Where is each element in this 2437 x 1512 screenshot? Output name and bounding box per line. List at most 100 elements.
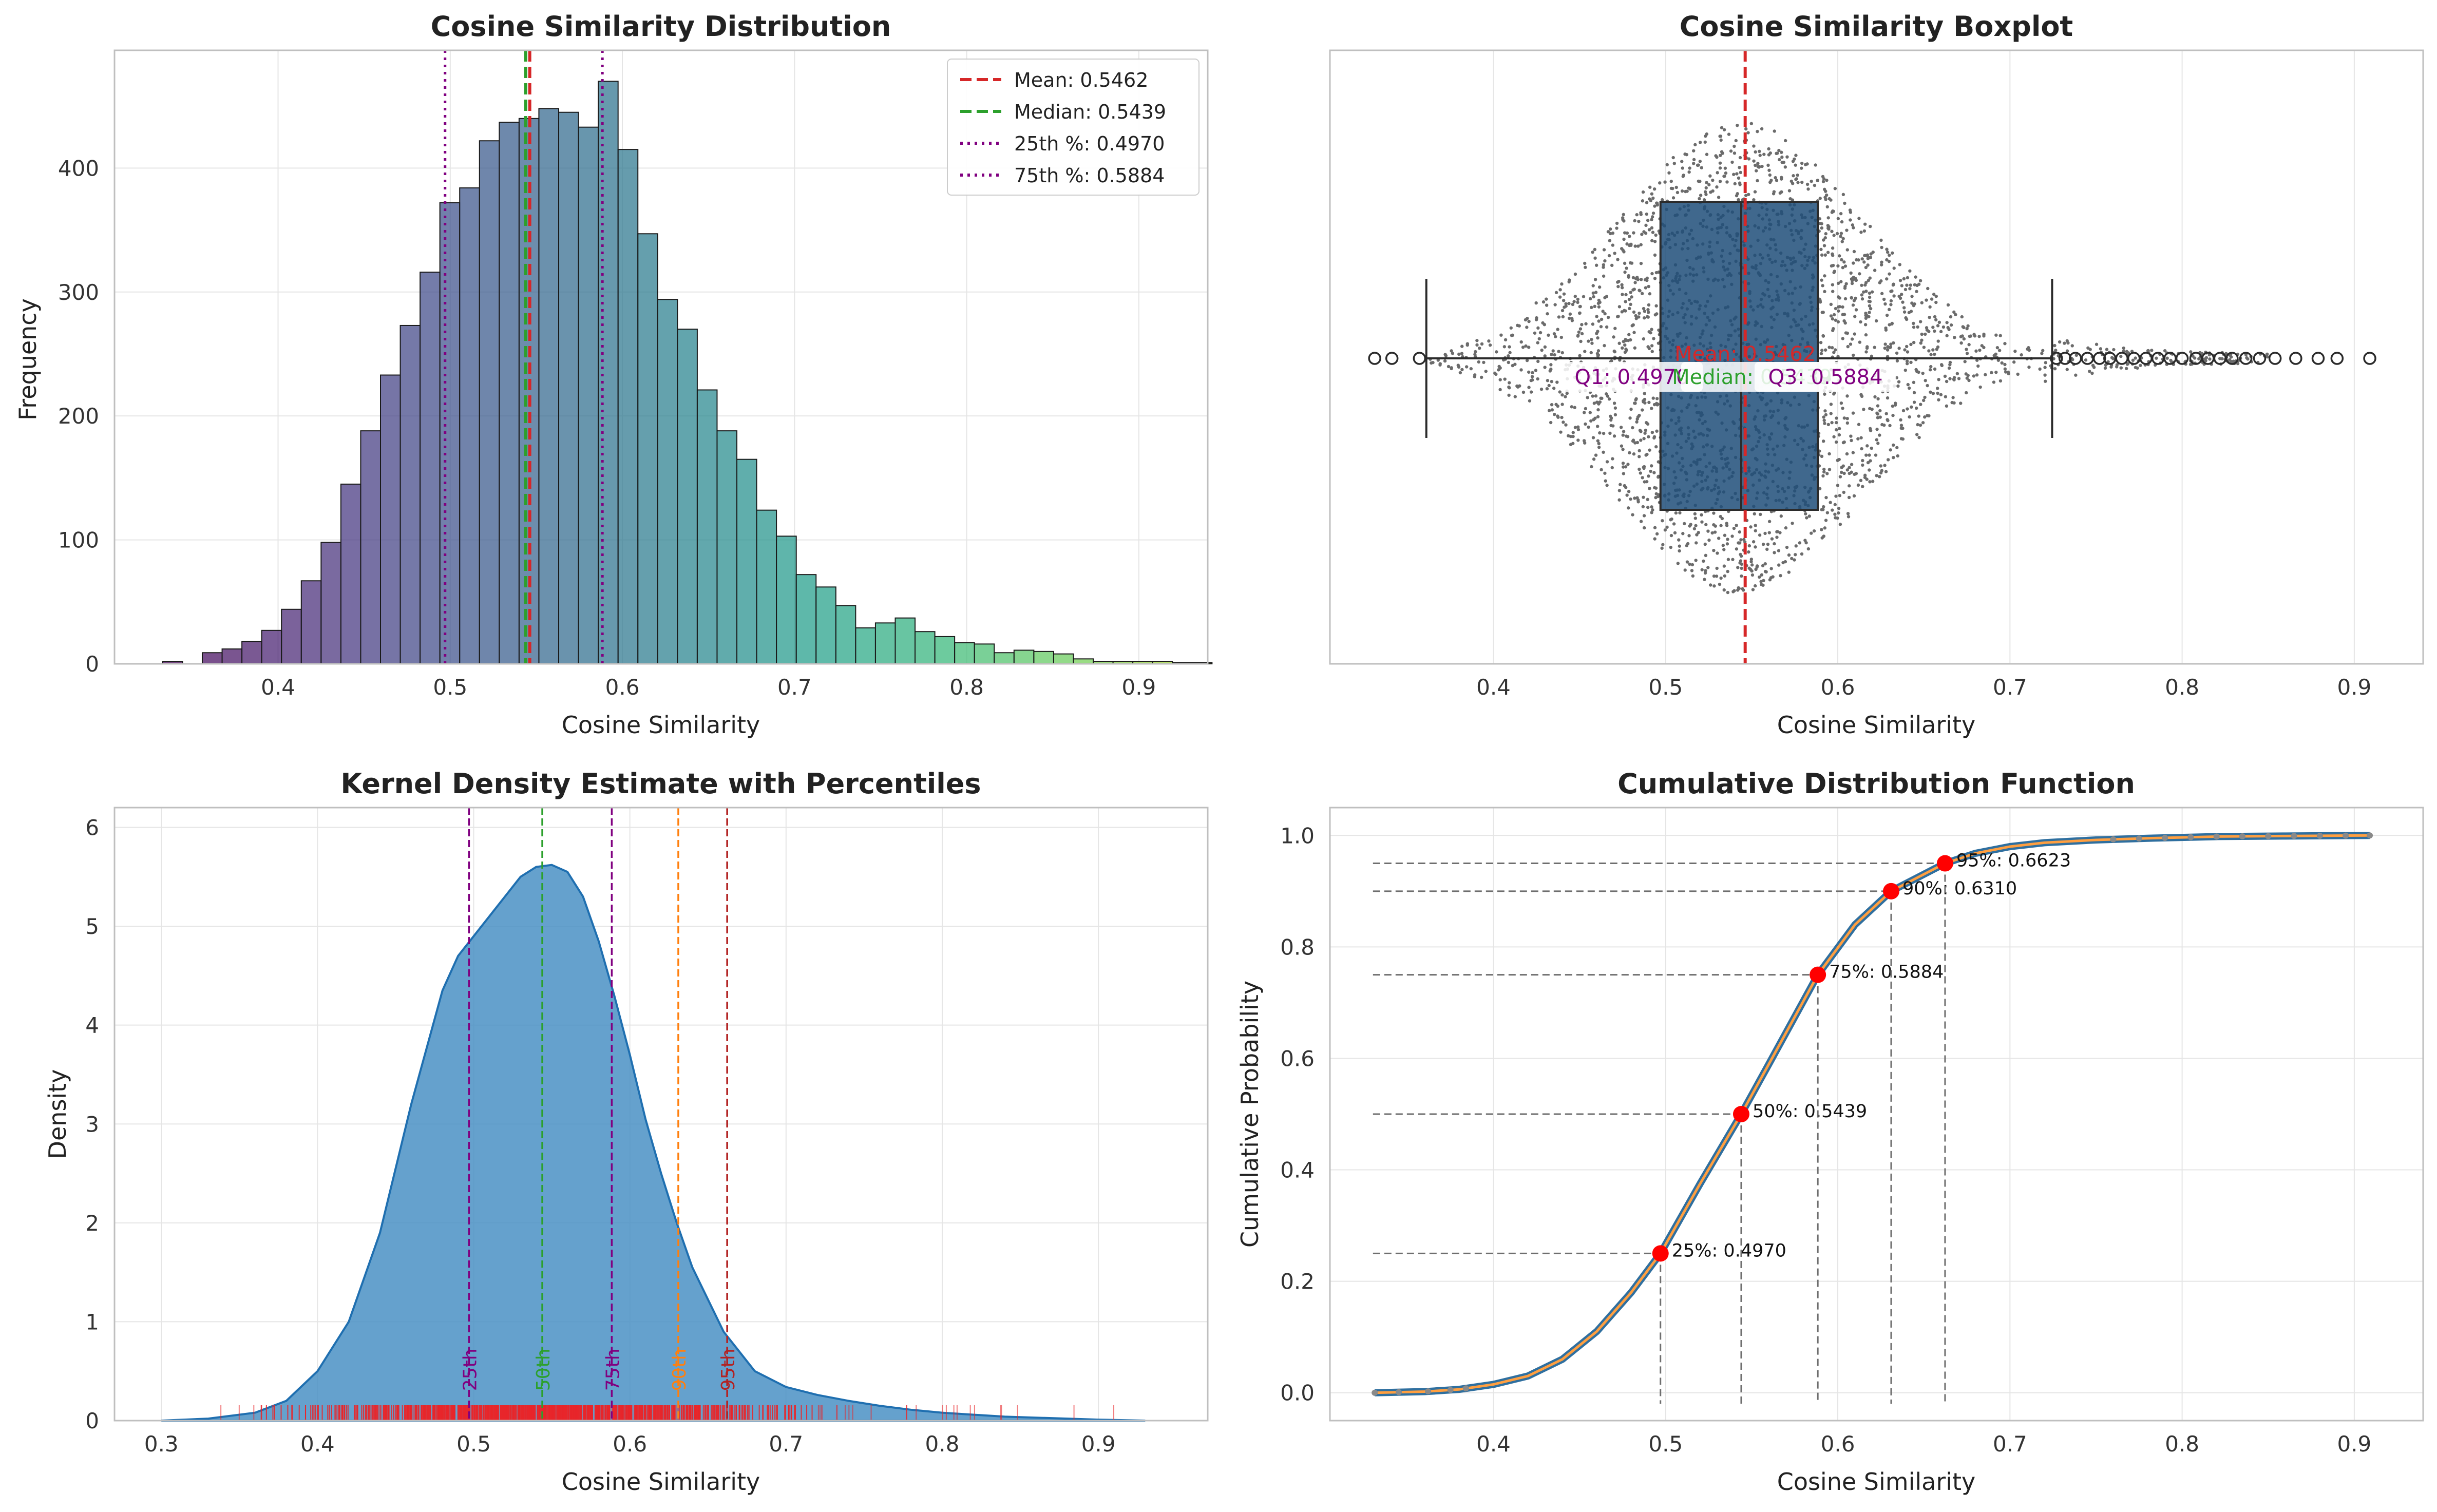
swarm-point xyxy=(1443,359,1447,363)
swarm-point xyxy=(1898,279,1902,282)
x-tick-label: 0.6 xyxy=(1821,1431,1855,1457)
swarm-point xyxy=(1631,439,1635,443)
swarm-point xyxy=(1629,338,1632,342)
histogram-bar xyxy=(835,605,856,665)
x-tick-label: 0.9 xyxy=(2337,675,2371,700)
swarm-point xyxy=(1499,333,1503,337)
swarm-point xyxy=(1732,173,1736,176)
histogram-bar xyxy=(776,535,797,664)
swarm-point xyxy=(1836,217,1840,220)
axes-border xyxy=(1329,807,2424,1422)
swarm-point xyxy=(1831,283,1835,286)
swarm-point xyxy=(1546,312,1549,316)
swarm-point xyxy=(1613,406,1617,410)
swarm-point xyxy=(1738,156,1742,160)
swarm-point xyxy=(1854,278,1858,282)
swarm-point xyxy=(2104,363,2108,367)
x-tick-label: 0.7 xyxy=(777,675,812,700)
swarm-point xyxy=(1644,223,1648,227)
swarm-point xyxy=(1556,414,1559,418)
swarm-point xyxy=(1597,305,1601,309)
y-tick-label: 6 xyxy=(85,815,99,840)
swarm-point xyxy=(1805,162,1809,166)
cdf-point xyxy=(1372,1389,1378,1396)
histogram-bar xyxy=(479,140,500,665)
swarm-point xyxy=(1846,512,1850,515)
swarm-point xyxy=(1876,442,1880,445)
swarm-point xyxy=(1513,395,1517,398)
swarm-point xyxy=(1842,416,1846,420)
outlier-marker xyxy=(1368,352,1381,365)
swarm-point xyxy=(1895,351,1899,355)
swarm-point xyxy=(1838,254,1841,258)
swarm-point xyxy=(1531,371,1534,375)
swarm-point xyxy=(1673,531,1677,535)
swarm-point xyxy=(1545,303,1549,307)
swarm-point xyxy=(1775,535,1779,539)
swarm-point xyxy=(1823,526,1827,530)
swarm-point xyxy=(1836,295,1840,299)
swarm-point xyxy=(1704,523,1708,527)
swarm-point xyxy=(1998,379,2003,383)
y-tick-label: 3 xyxy=(85,1112,99,1137)
swarm-point xyxy=(1824,413,1828,417)
swarm-point xyxy=(1625,493,1629,497)
swarm-point xyxy=(1834,307,1838,311)
swarm-point xyxy=(1623,231,1627,235)
swarm-point xyxy=(1763,531,1767,535)
swarm-point xyxy=(1529,378,1533,382)
swarm-point xyxy=(1721,151,1724,155)
swarm-point xyxy=(1651,231,1655,234)
swarm-point xyxy=(1536,377,1539,381)
swarm-point xyxy=(1820,226,1824,230)
x-tick-label: 0.5 xyxy=(1648,675,1683,700)
swarm-point xyxy=(1857,217,1861,220)
swarm-point xyxy=(1693,143,1697,147)
swarm-point xyxy=(1888,424,1892,428)
swarm-point xyxy=(1837,507,1841,510)
swarm-point xyxy=(1805,516,1808,520)
swarm-point xyxy=(1623,261,1627,265)
swarm-point xyxy=(1511,363,1515,368)
swarm-point xyxy=(1826,216,1830,220)
swarm-point xyxy=(1779,573,1782,578)
swarm-point xyxy=(1593,304,1596,309)
swarm-point xyxy=(1905,283,1909,287)
swarm-point xyxy=(1876,397,1880,401)
histogram-bar xyxy=(736,458,757,665)
swarm-point xyxy=(1878,433,1881,437)
outlier-marker xyxy=(1385,352,1399,365)
swarm-point xyxy=(1642,230,1646,234)
swarm-point xyxy=(1688,524,1691,528)
kde-area xyxy=(161,864,1146,1422)
swarm-point xyxy=(1498,388,1502,392)
swarm-point xyxy=(1736,566,1740,569)
swarm-point xyxy=(1550,379,1553,384)
swarm-point xyxy=(1906,350,1910,354)
swarm-point xyxy=(1451,352,1455,355)
x-tick-label: 0.9 xyxy=(2337,1431,2371,1457)
y-tick-label: 1.0 xyxy=(1280,823,1315,848)
swarm-point xyxy=(2000,361,2004,365)
histogram-bar xyxy=(320,542,341,665)
swarm-point xyxy=(1910,405,1913,409)
x-tick-label: 0.4 xyxy=(300,1431,335,1457)
swarm-point xyxy=(1450,349,1453,353)
swarm-point xyxy=(1550,408,1554,412)
swarm-point xyxy=(1554,335,1557,338)
swarm-point xyxy=(1866,257,1870,260)
swarm-point xyxy=(1596,349,1601,353)
histogram-bar xyxy=(617,149,639,665)
swarm-point xyxy=(1632,310,1636,314)
swarm-point xyxy=(1594,453,1598,457)
swarm-point xyxy=(1768,180,1772,184)
swarm-point xyxy=(1879,238,1883,242)
swarm-point xyxy=(1922,346,1926,349)
swarm-point xyxy=(1688,562,1691,566)
swarm-point xyxy=(1744,127,1748,131)
swarm-point xyxy=(1912,380,1916,385)
swarm-point xyxy=(1608,414,1612,418)
swarm-point xyxy=(1571,442,1575,445)
swarm-point xyxy=(1835,416,1838,420)
swarm-point xyxy=(1616,284,1620,289)
